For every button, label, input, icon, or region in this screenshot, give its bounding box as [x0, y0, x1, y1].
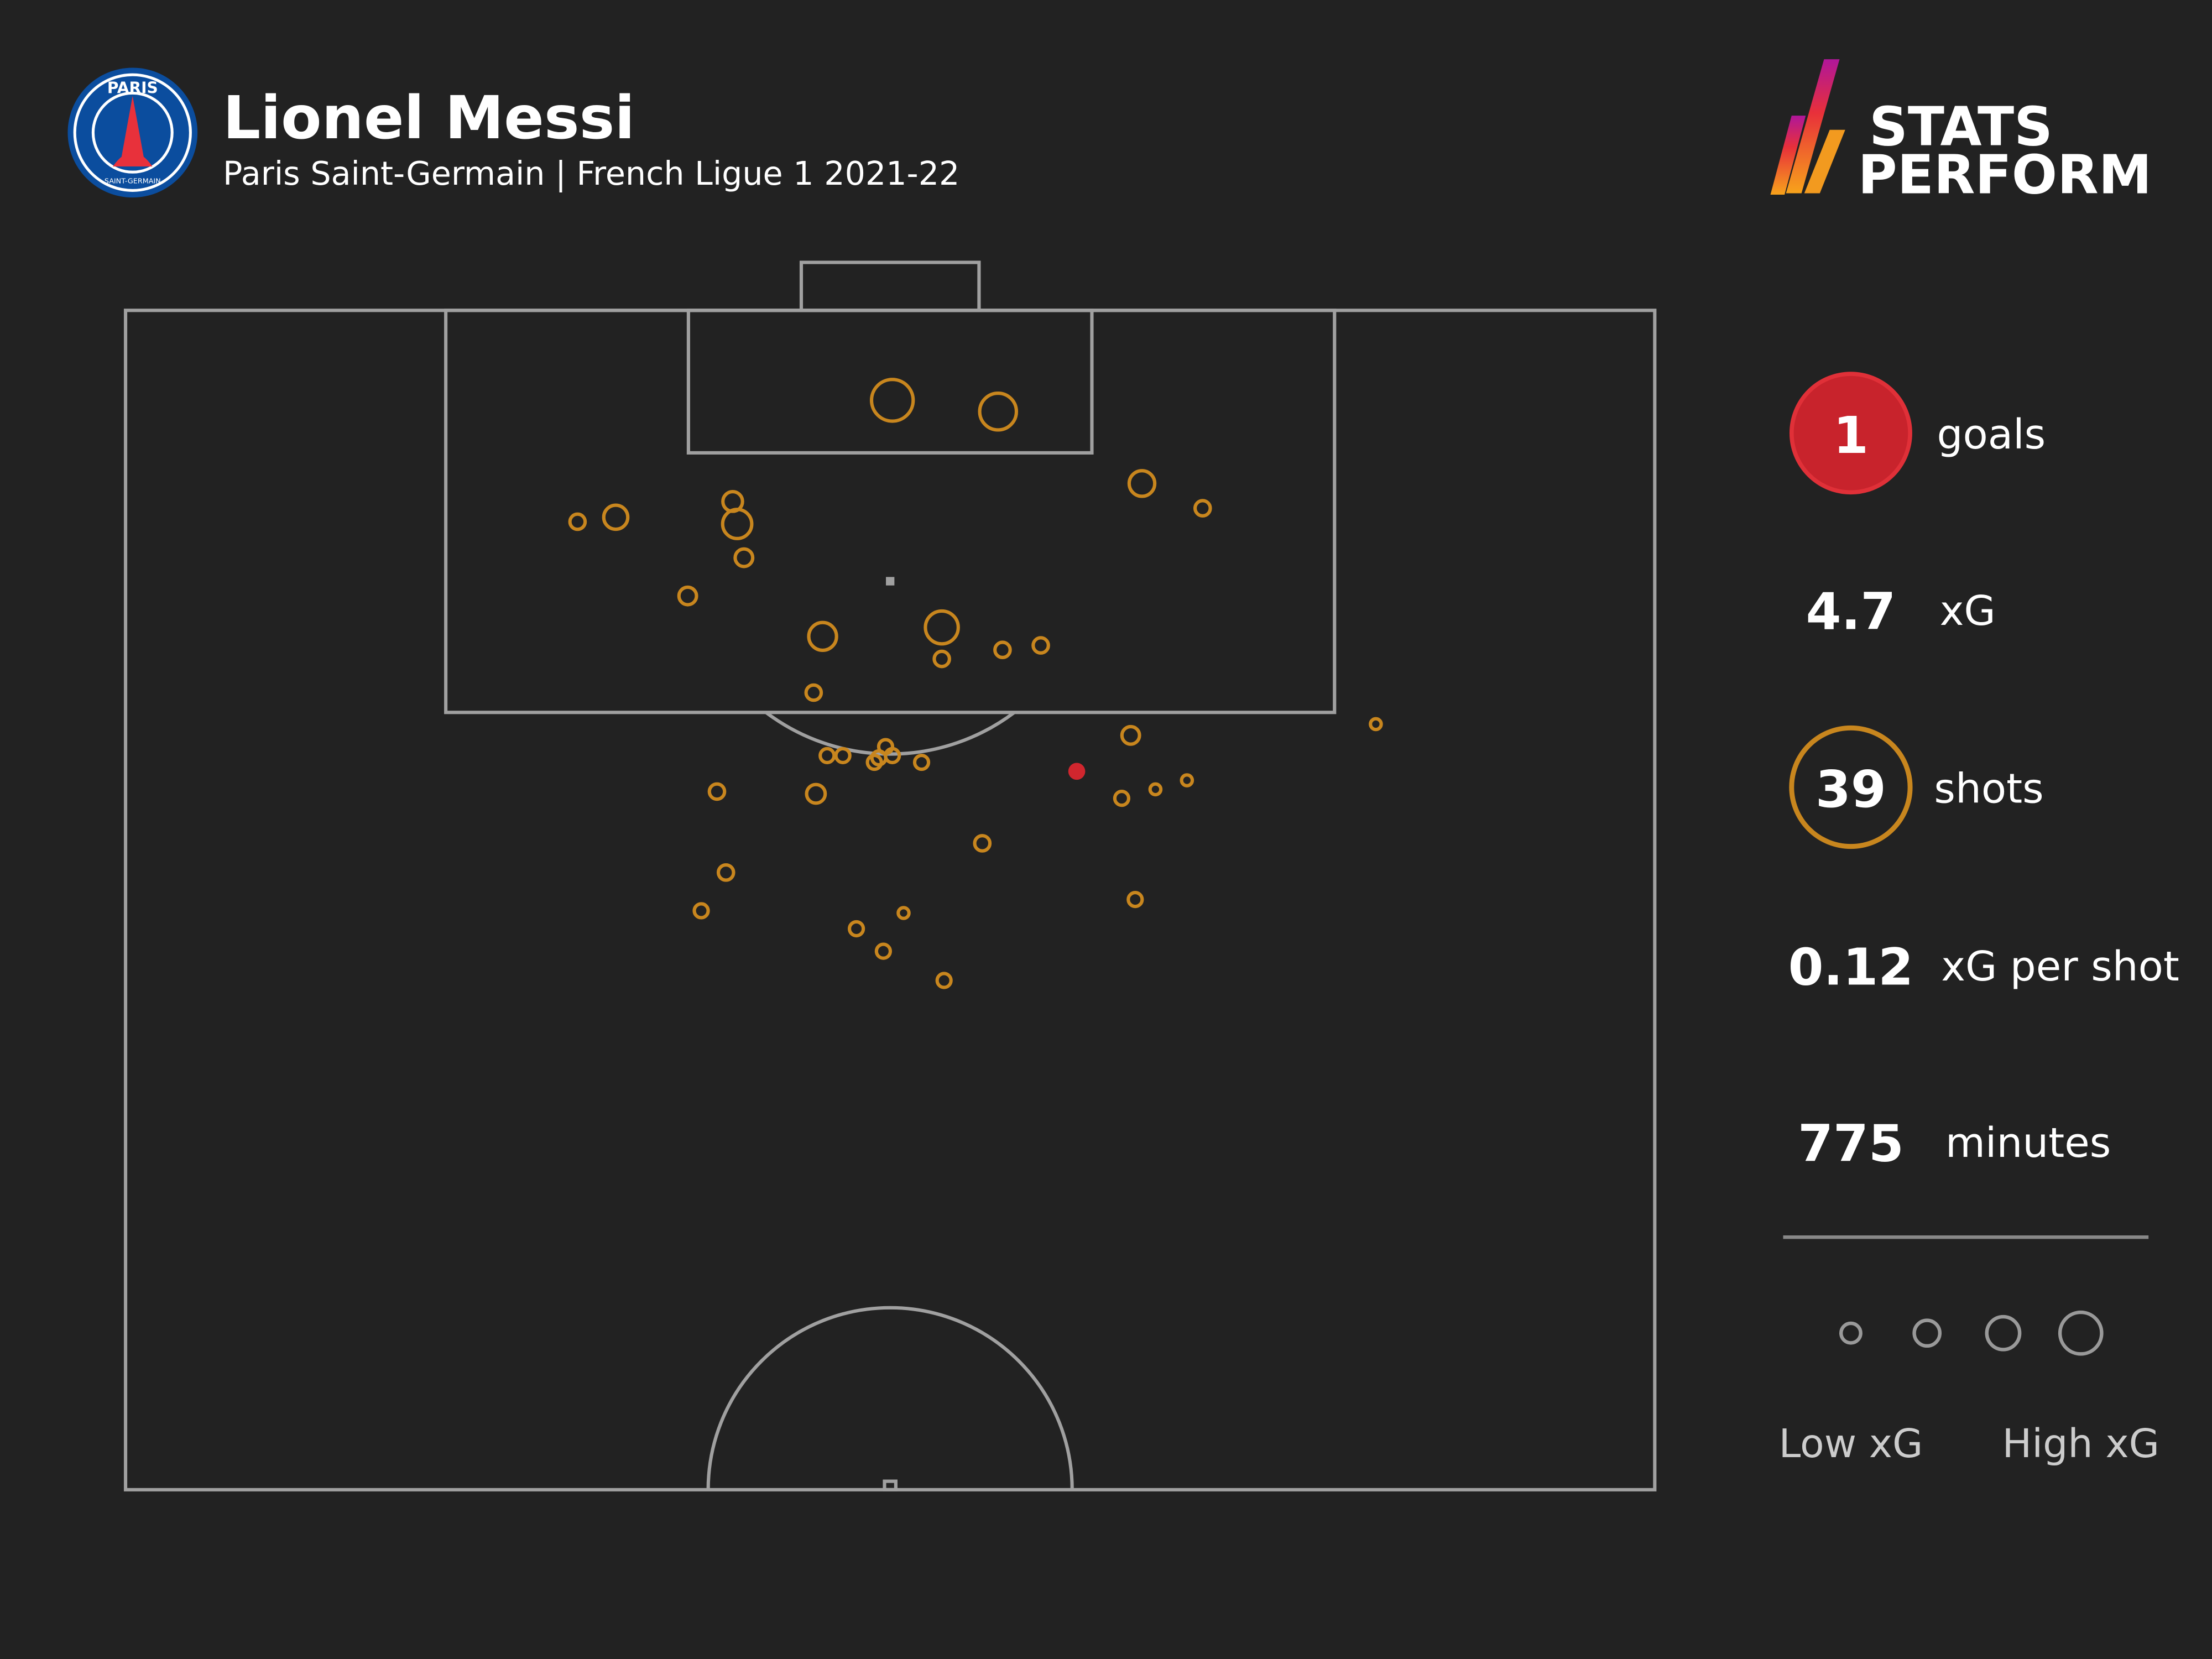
shot-marker	[818, 747, 836, 764]
shot-marker	[884, 747, 901, 764]
shot-marker	[692, 902, 710, 920]
shot-marker	[847, 920, 865, 938]
goals-label: goals	[1937, 411, 2046, 458]
shot-marker	[834, 747, 852, 764]
crest-text-top: PARIS	[107, 79, 158, 97]
psg-crest-logo: PARIS SAINT-GERMAIN	[67, 67, 198, 198]
logo-stripe-icon	[1770, 116, 1806, 195]
shot-marker	[707, 782, 727, 801]
legend-size-circle	[2058, 1310, 2104, 1356]
shots-label: shots	[1934, 765, 2043, 813]
shot-marker	[1369, 717, 1383, 732]
center-spot	[883, 1479, 898, 1491]
crest-text-bottom: SAINT-GERMAIN	[105, 178, 161, 186]
shot-marker	[865, 753, 883, 771]
shot-marker	[896, 906, 911, 920]
xg-size-legend	[1839, 1310, 2104, 1356]
shot-marker	[807, 620, 838, 653]
center-circle	[706, 1306, 1074, 1490]
shot-marker	[912, 753, 931, 771]
shot-marker	[1127, 469, 1157, 498]
brand-line2: PERFORM	[1858, 143, 2152, 206]
shot-marker	[804, 683, 823, 702]
pitch-outline	[123, 309, 1657, 1491]
shot-marker	[978, 391, 1019, 432]
goal	[799, 260, 981, 312]
shot-marker	[973, 834, 992, 853]
legend-size-circle	[1985, 1314, 2022, 1352]
goals-badge	[1789, 372, 1912, 495]
shot-marker	[1180, 773, 1194, 787]
xg-value: 4.7	[1806, 582, 1896, 641]
xg-per-shot-value: 0.12	[1788, 938, 1914, 997]
legend-high-label: High xG	[2002, 1421, 2159, 1467]
subtitle: Paris Saint-Germain | French Ligue 1 202…	[223, 155, 959, 192]
penalty-spot	[886, 577, 895, 586]
shot-marker	[733, 547, 755, 568]
stat-goals: 1 goals	[1789, 372, 2046, 495]
goals-value: 1	[1833, 406, 1869, 465]
shot-marker	[869, 378, 915, 423]
brand-line1: STATS	[1869, 96, 2053, 158]
shot-marker	[1148, 782, 1163, 797]
shot-marker	[716, 863, 735, 882]
shot-marker	[568, 512, 587, 531]
logo-stripe-icon	[1786, 59, 1840, 194]
legend-size-circle	[1912, 1318, 1942, 1348]
shot-marker	[993, 640, 1012, 660]
shot-marker	[1193, 499, 1212, 518]
shot-marker	[874, 942, 893, 960]
shots-badge	[1789, 725, 1913, 849]
xg-per-shot-label: xG per shot	[1941, 943, 2179, 990]
shot-marker	[932, 649, 951, 669]
xg-label: xG	[1940, 587, 1996, 635]
player-name: Lionel Messi	[223, 84, 635, 153]
stat-xg: 4.7 xG	[1806, 582, 1996, 641]
stat-shots: 39 shots	[1789, 725, 2044, 849]
legend-size-circle	[1839, 1321, 1863, 1345]
stat-xg-per-shot: 0.12 xG per shot	[1788, 938, 2179, 997]
pitch	[123, 260, 1657, 1491]
shots-layer	[568, 378, 1383, 989]
goal-shot-marker	[1068, 763, 1086, 780]
shot-marker	[1126, 890, 1144, 909]
shot-marker	[924, 609, 960, 646]
legend-low-label: Low xG	[1778, 1421, 1923, 1467]
stats-perform-logo: STATS PERFORM	[1770, 59, 2152, 206]
shot-marker	[935, 972, 953, 989]
minutes-label: minutes	[1945, 1119, 2111, 1167]
logo-stripe-icon	[1804, 129, 1845, 194]
penalty-arc	[765, 711, 1016, 756]
shot-marker	[677, 585, 698, 607]
penalty-area	[444, 309, 1337, 714]
shot-marker	[721, 508, 754, 540]
shots-value: 39	[1815, 760, 1886, 819]
shot-marker	[1120, 724, 1141, 746]
six-yard-box	[686, 309, 1094, 455]
shot-marker	[1113, 790, 1131, 807]
stat-minutes: 775 minutes	[1798, 1114, 2111, 1173]
shot-marker	[1031, 636, 1050, 655]
shot-marker	[602, 503, 630, 531]
minutes-value: 775	[1798, 1114, 1904, 1173]
shot-marker	[805, 782, 827, 805]
